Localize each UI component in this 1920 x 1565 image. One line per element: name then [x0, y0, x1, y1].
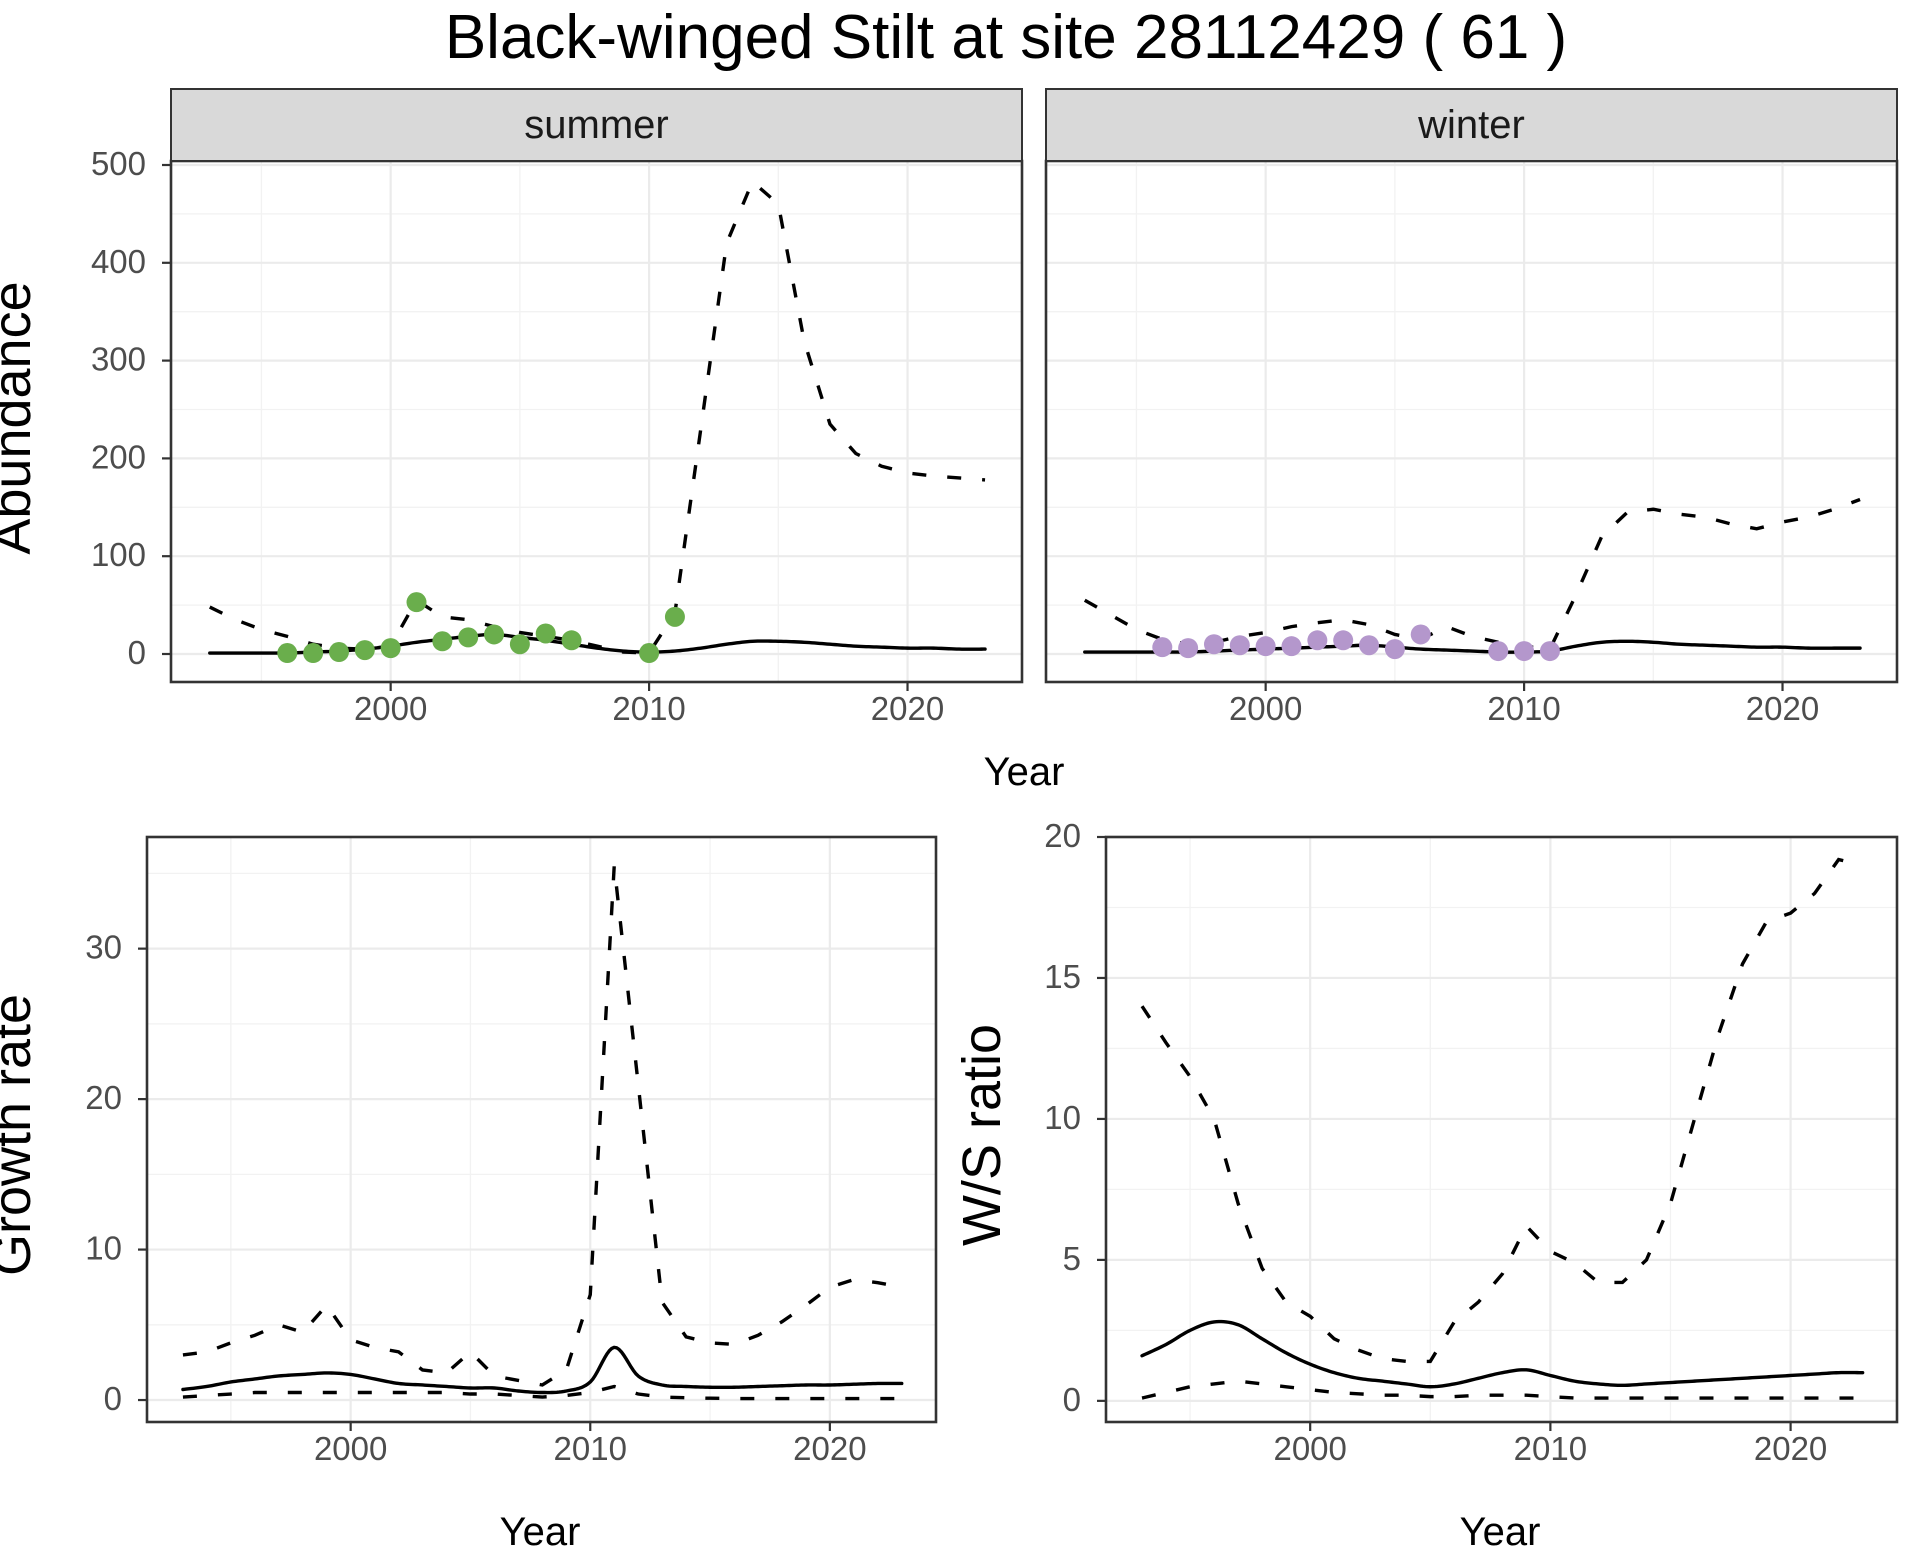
svg-text:2000: 2000 [314, 1430, 387, 1467]
svg-text:20: 20 [1044, 817, 1081, 854]
svg-text:100: 100 [91, 536, 146, 573]
svg-text:10: 10 [85, 1230, 122, 1267]
svg-text:Year: Year [500, 1510, 581, 1554]
svg-text:2000: 2000 [1273, 1430, 1346, 1467]
svg-text:500: 500 [91, 145, 146, 182]
svg-text:Growth rate: Growth rate [0, 994, 42, 1276]
svg-text:0: 0 [104, 1380, 122, 1417]
svg-text:5: 5 [1063, 1240, 1081, 1277]
svg-text:2010: 2010 [1514, 1430, 1587, 1467]
svg-text:200: 200 [91, 438, 146, 475]
svg-text:Year: Year [1460, 1510, 1541, 1554]
svg-text:0: 0 [128, 634, 146, 671]
svg-text:winter: winter [1417, 103, 1525, 147]
svg-text:2010: 2010 [554, 1430, 627, 1467]
svg-text:2000: 2000 [1229, 690, 1302, 727]
svg-text:2010: 2010 [612, 690, 685, 727]
svg-text:2010: 2010 [1487, 690, 1560, 727]
svg-text:2020: 2020 [1754, 1430, 1827, 1467]
svg-text:400: 400 [91, 243, 146, 280]
svg-text:300: 300 [91, 341, 146, 378]
svg-text:0: 0 [1063, 1381, 1081, 1418]
svg-text:W/S ratio: W/S ratio [952, 1024, 1012, 1246]
svg-text:2020: 2020 [871, 690, 944, 727]
svg-text:2020: 2020 [1746, 690, 1819, 727]
svg-text:Abundance: Abundance [0, 281, 42, 554]
svg-text:15: 15 [1044, 958, 1081, 995]
svg-text:10: 10 [1044, 1099, 1081, 1136]
svg-text:Year: Year [984, 750, 1065, 794]
svg-text:Black-winged Stilt at site 281: Black-winged Stilt at site 28112429 ( 61… [445, 3, 1567, 72]
svg-text:summer: summer [524, 103, 668, 147]
svg-text:2000: 2000 [354, 690, 427, 727]
svg-text:20: 20 [85, 1079, 122, 1116]
svg-text:30: 30 [85, 929, 122, 966]
svg-text:2020: 2020 [793, 1430, 866, 1467]
